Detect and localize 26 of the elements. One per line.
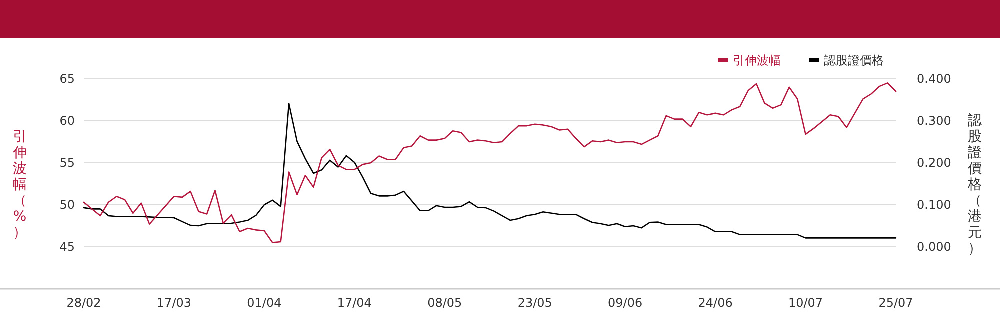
x-tick-label: 01/04 <box>247 296 282 310</box>
line-series <box>83 82 897 244</box>
legend-label: 認股證價格 <box>824 54 884 68</box>
x-tick-label: 17/03 <box>156 296 192 310</box>
y2-tick-label: 0.300 <box>917 114 952 128</box>
x-tick-label: 28/02 <box>66 296 102 310</box>
y2-tick-label: 0.400 <box>917 72 952 86</box>
y-tick-label: 65 <box>60 72 75 86</box>
x-tick-label: 09/06 <box>608 296 643 310</box>
line-series <box>83 103 897 239</box>
x-tick-label: 25/07 <box>878 296 914 310</box>
text: 認股證價格（港元） <box>968 113 982 257</box>
y-tick-label: 60 <box>60 114 75 128</box>
y-tick-label: 55 <box>60 156 75 170</box>
y-axis-title: 引伸波幅（%） <box>12 129 27 241</box>
y-tick-label: 45 <box>60 240 75 254</box>
y2-tick-label: 0.100 <box>917 198 952 212</box>
y2-tick-label: 0.200 <box>917 156 952 170</box>
y-tick-label: 50 <box>60 198 75 212</box>
x-tick-label: 24/06 <box>698 296 733 310</box>
y2-tick-label: 0.000 <box>917 240 952 254</box>
x-tick-label: 17/04 <box>337 296 372 310</box>
x-tick-label: 23/05 <box>518 296 552 310</box>
legend-label: 引伸波幅 <box>733 54 781 68</box>
x-tick-label: 08/05 <box>428 296 462 310</box>
x-tick-label: 10/07 <box>788 296 824 310</box>
